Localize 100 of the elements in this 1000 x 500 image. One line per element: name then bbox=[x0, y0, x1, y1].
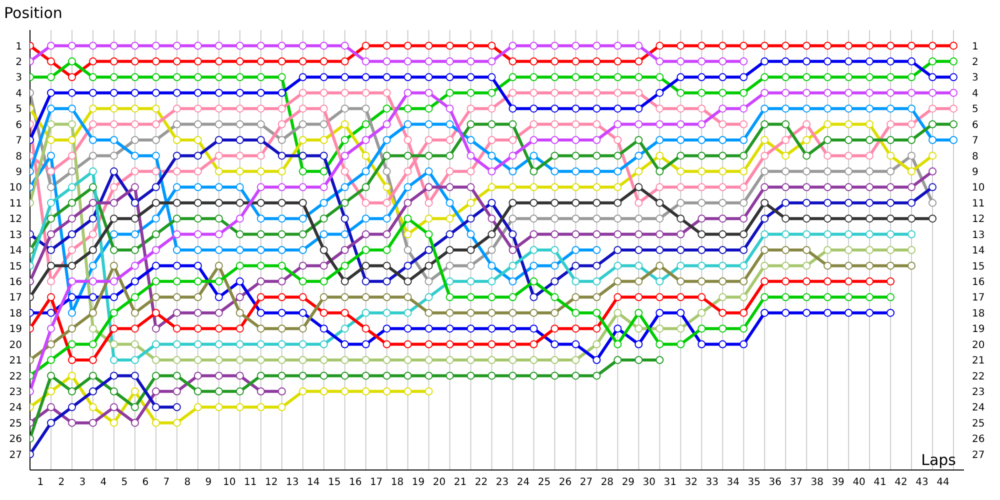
point bbox=[530, 120, 538, 128]
y-tick-label: 14 bbox=[9, 246, 22, 257]
point bbox=[194, 42, 202, 50]
point bbox=[298, 152, 307, 160]
point bbox=[656, 230, 664, 238]
point bbox=[760, 262, 769, 270]
point bbox=[320, 57, 328, 66]
point bbox=[424, 293, 433, 302]
point bbox=[404, 104, 412, 113]
point bbox=[236, 403, 244, 412]
point bbox=[214, 214, 223, 223]
point bbox=[508, 308, 517, 317]
point bbox=[298, 387, 307, 396]
point bbox=[194, 88, 202, 97]
point bbox=[46, 262, 55, 270]
point bbox=[362, 152, 370, 160]
point bbox=[866, 198, 874, 207]
y-tick-label: 2 bbox=[16, 56, 22, 68]
point bbox=[844, 277, 853, 286]
point bbox=[550, 293, 559, 302]
point bbox=[256, 372, 265, 380]
point bbox=[320, 277, 328, 286]
point bbox=[802, 152, 811, 160]
point bbox=[130, 324, 139, 333]
point bbox=[760, 73, 769, 82]
point bbox=[278, 120, 286, 128]
point bbox=[530, 230, 538, 238]
point bbox=[760, 293, 769, 302]
point bbox=[634, 324, 643, 333]
point bbox=[718, 262, 727, 270]
point bbox=[550, 42, 559, 50]
point bbox=[404, 152, 412, 160]
point bbox=[320, 340, 328, 348]
point bbox=[824, 214, 832, 223]
point bbox=[68, 152, 76, 160]
point bbox=[550, 324, 559, 333]
point bbox=[110, 308, 118, 317]
point bbox=[550, 183, 559, 192]
point bbox=[172, 104, 181, 113]
point bbox=[382, 136, 391, 144]
point bbox=[152, 340, 160, 348]
point bbox=[298, 214, 307, 223]
point bbox=[46, 57, 55, 66]
point bbox=[446, 308, 454, 317]
point bbox=[362, 183, 370, 192]
point bbox=[320, 73, 328, 82]
point bbox=[530, 167, 538, 176]
point bbox=[340, 42, 349, 50]
point bbox=[614, 340, 622, 348]
y2-tick-label: 5 bbox=[972, 104, 978, 116]
point bbox=[676, 88, 685, 97]
point bbox=[110, 356, 118, 364]
point bbox=[614, 293, 622, 302]
point bbox=[718, 57, 727, 66]
point bbox=[718, 104, 727, 113]
point bbox=[676, 73, 685, 82]
y-tick-label: 5 bbox=[16, 104, 22, 116]
point bbox=[488, 372, 496, 380]
point bbox=[530, 198, 538, 207]
point bbox=[362, 387, 370, 396]
point bbox=[404, 356, 412, 364]
point bbox=[508, 167, 517, 176]
point bbox=[278, 42, 286, 50]
point bbox=[256, 120, 265, 128]
point bbox=[46, 183, 55, 192]
point bbox=[466, 198, 475, 207]
point bbox=[866, 214, 874, 223]
y-tick-label: 7 bbox=[16, 136, 22, 147]
point bbox=[152, 277, 160, 286]
point bbox=[214, 387, 223, 396]
point bbox=[278, 136, 286, 144]
point bbox=[320, 198, 328, 207]
point bbox=[236, 167, 244, 176]
point bbox=[592, 340, 601, 348]
point bbox=[676, 277, 685, 286]
point bbox=[698, 277, 706, 286]
point bbox=[172, 324, 181, 333]
point bbox=[194, 293, 202, 302]
point bbox=[214, 262, 223, 270]
point bbox=[68, 372, 76, 380]
point bbox=[320, 88, 328, 97]
point bbox=[194, 136, 202, 144]
point bbox=[236, 120, 244, 128]
point bbox=[424, 120, 433, 128]
point bbox=[698, 136, 706, 144]
point bbox=[320, 214, 328, 223]
point bbox=[572, 120, 580, 128]
point bbox=[424, 246, 433, 254]
point bbox=[824, 198, 832, 207]
point bbox=[130, 387, 139, 396]
point bbox=[676, 183, 685, 192]
point bbox=[172, 403, 181, 412]
point bbox=[172, 167, 181, 176]
point bbox=[88, 418, 97, 427]
point bbox=[110, 73, 118, 82]
point bbox=[530, 136, 538, 144]
point bbox=[256, 293, 265, 302]
point bbox=[424, 308, 433, 317]
point bbox=[298, 372, 307, 380]
y-tick-label: 6 bbox=[16, 120, 22, 131]
